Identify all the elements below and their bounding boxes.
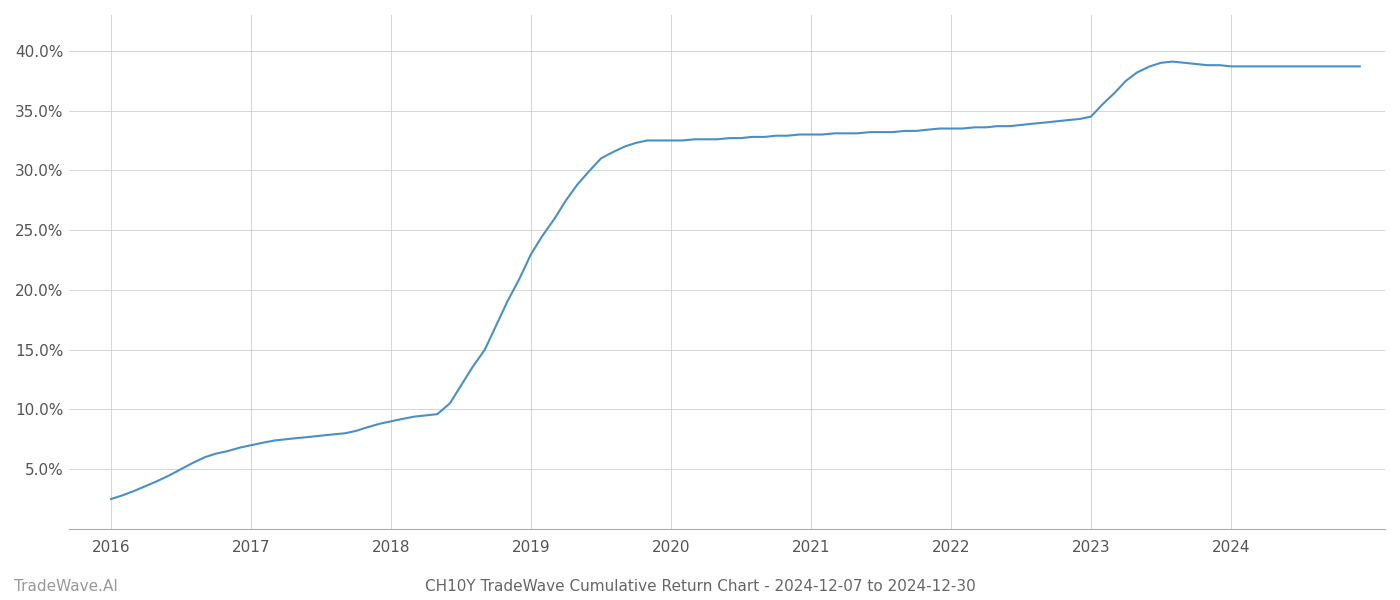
Text: TradeWave.AI: TradeWave.AI [14, 579, 118, 594]
Text: CH10Y TradeWave Cumulative Return Chart - 2024-12-07 to 2024-12-30: CH10Y TradeWave Cumulative Return Chart … [424, 579, 976, 594]
